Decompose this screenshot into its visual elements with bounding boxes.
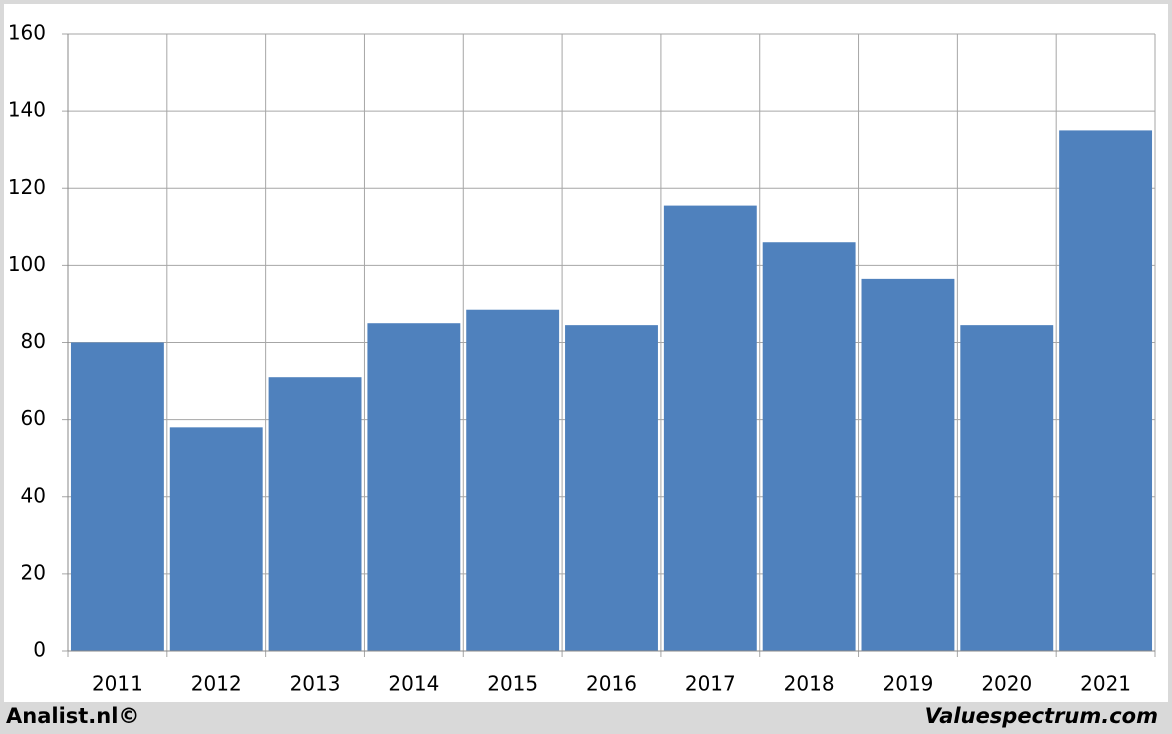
x-tick-label: 2014 xyxy=(388,672,439,696)
footer-right: Valuespectrum.com xyxy=(925,704,1158,728)
bar xyxy=(169,427,263,651)
y-tick-label: 120 xyxy=(8,175,46,199)
y-tick-label: 100 xyxy=(8,252,46,276)
x-tick-label: 2011 xyxy=(92,672,143,696)
bar xyxy=(861,278,955,651)
bar xyxy=(663,205,757,651)
bar xyxy=(762,242,856,652)
y-tick-label: 20 xyxy=(21,560,46,584)
bar xyxy=(466,309,560,651)
bar xyxy=(1059,130,1153,651)
footer-left: Analist.nl© xyxy=(6,704,139,728)
bar xyxy=(960,325,1054,651)
y-tick-label: 80 xyxy=(21,329,46,353)
x-tick-label: 2013 xyxy=(290,672,341,696)
bar xyxy=(268,377,362,651)
x-tick-label: 2020 xyxy=(981,672,1032,696)
bar xyxy=(565,325,658,651)
x-tick-label: 2017 xyxy=(685,672,736,696)
x-tick-label: 2016 xyxy=(586,672,637,696)
x-tick-label: 2015 xyxy=(487,672,538,696)
y-tick-label: 60 xyxy=(21,406,46,430)
y-tick-label: 40 xyxy=(21,483,46,507)
bar xyxy=(367,323,461,651)
bar xyxy=(70,342,164,651)
x-tick-label: 2021 xyxy=(1080,672,1131,696)
x-tick-label: 2012 xyxy=(191,672,242,696)
y-tick-label: 160 xyxy=(8,21,46,45)
y-tick-label: 0 xyxy=(33,638,46,662)
x-tick-label: 2018 xyxy=(784,672,835,696)
x-tick-label: 2019 xyxy=(883,672,934,696)
y-tick-label: 140 xyxy=(8,98,46,122)
